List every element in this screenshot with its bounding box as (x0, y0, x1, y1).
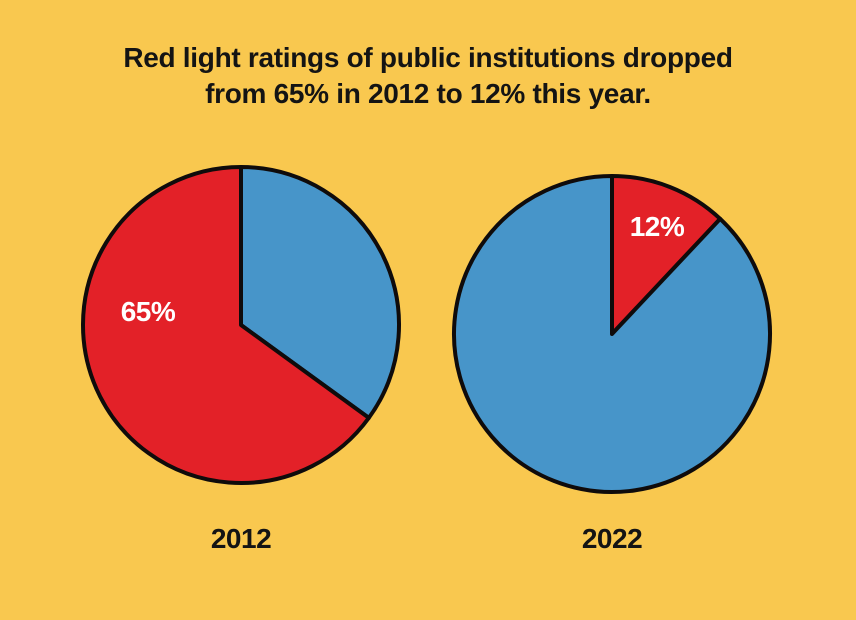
pie-slice-red-light-rating (81, 165, 371, 485)
pie-2012-figure: 65% 2012 (71, 155, 411, 554)
pie-2012-year-label: 2012 (210, 523, 272, 554)
pie-2022-figure: 12% 2022 (442, 164, 782, 554)
pie-2012-percent-label: 65% (120, 296, 176, 327)
pie-slice-red-light-rating (610, 174, 723, 336)
pie-2022-percent-label: 12% (629, 211, 685, 242)
pie-slice-other-ratings (452, 174, 772, 494)
pie-slice-other-ratings (239, 165, 401, 420)
chart-title: Red light ratings of public institutions… (0, 40, 856, 112)
pie-2022-chart (452, 174, 772, 494)
pie-2022-year-label: 2022 (581, 523, 643, 554)
pie-2012-chart (81, 165, 401, 485)
title-line-1: Red light ratings of public institutions… (123, 42, 733, 73)
title-line-2: from 65% in 2012 to 12% this year. (205, 78, 651, 109)
